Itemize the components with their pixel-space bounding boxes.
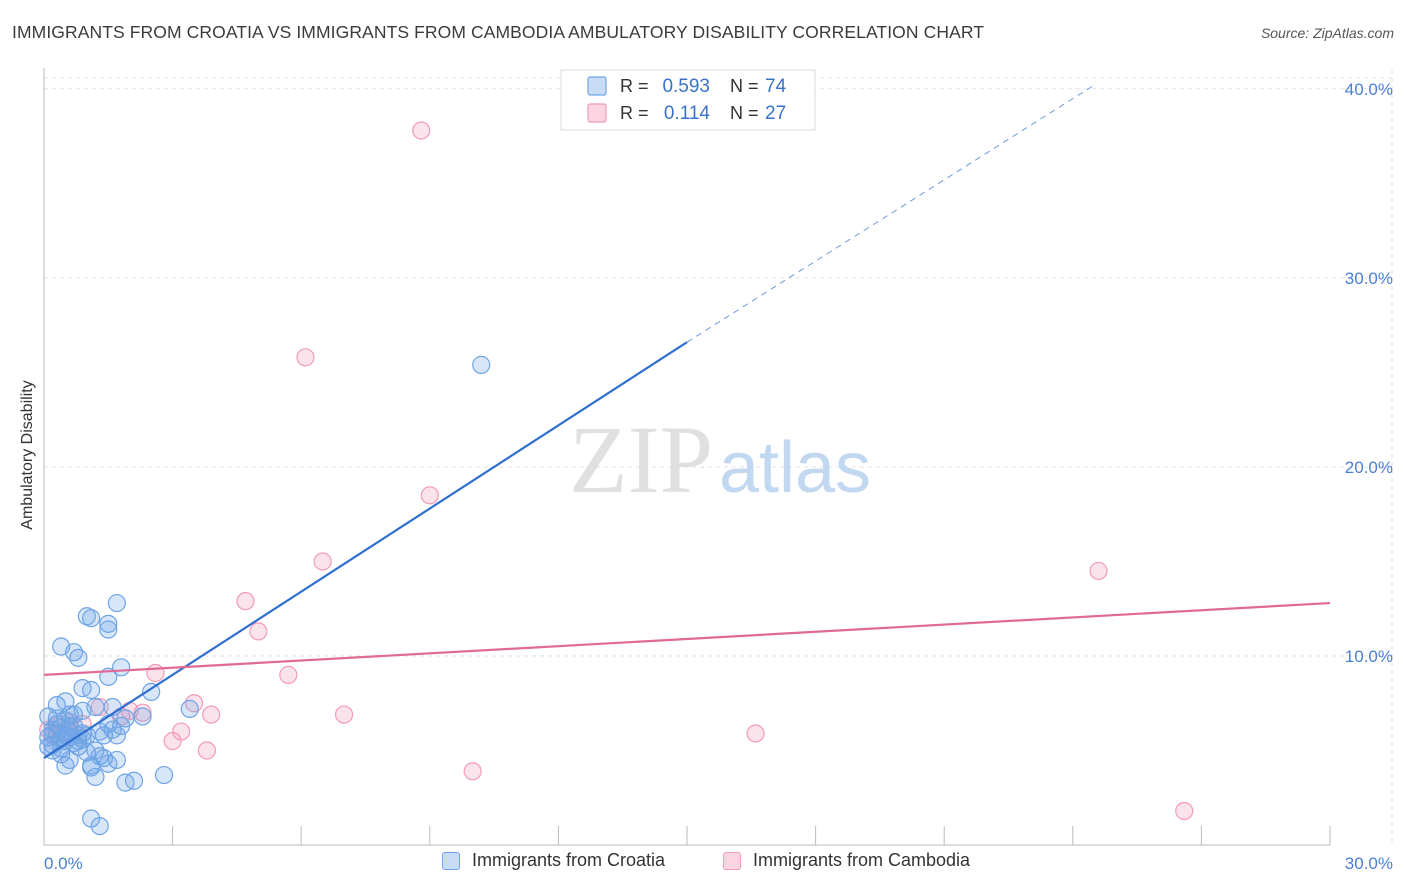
croatia-point-56 [107,750,126,770]
cambodia-point-17 [249,622,268,641]
legend-n-label-cambodia: N = [730,103,759,123]
source-label: Source: ZipAtlas.com [1260,25,1394,41]
cambodia-swatch [723,851,741,870]
tick-labels: 10.0% 20.0% 30.0% 40.0% 0.0% 30.0% [44,80,1393,873]
croatia-point-48 [99,620,118,639]
croatia-point-54 [56,756,75,775]
croatia-point-51 [116,773,135,792]
cambodia-point-21 [334,705,354,724]
croatia-point-46 [82,609,101,628]
croatia-point-49 [107,593,126,613]
cambodia-point-16 [236,592,255,611]
y-tick-label-2: 30.0% [1345,269,1393,288]
legend-swatch-cambodia [587,103,607,123]
cambodia-point-18 [279,665,298,684]
croatia-point-72 [94,726,114,745]
croatia-point-52 [154,765,174,785]
croatia-point-71 [52,730,71,749]
legend-swatch-croatia [587,76,607,96]
cambodia-point-12 [172,722,191,741]
legend-n-label-croatia: N = [730,76,759,96]
croatia-swatch [442,851,460,870]
watermark-atlas: atlas [719,428,871,508]
cambodia-point-10 [146,663,165,683]
legend-n-value-cambodia: 27 [765,103,786,124]
legend-r-label-croatia: R = [620,76,649,96]
x-tick-label-1: 30.0% [1345,854,1393,873]
croatia-point-30 [82,758,101,777]
axes [43,68,1331,846]
croatia-point-40 [112,658,131,677]
croatia-point-18 [64,705,84,724]
croatia-point-29 [86,767,105,787]
gridlines [44,70,1393,845]
croatia-point-66 [60,705,79,724]
trend-lines [43,84,1331,759]
cambodia-point-20 [313,552,332,571]
legend-r-label-cambodia: R = [620,103,649,123]
cambodia-point-23 [420,486,439,505]
cambodia-point-27 [1175,801,1194,821]
legend-box: R = 0.593 N = 74 R = 0.114 N = 27 [560,69,816,131]
legend-r-value-cambodia: 0.114 [664,103,711,124]
cambodia-point-6 [90,697,109,717]
legend-item-croatia: Immigrants from Croatia [442,850,665,871]
croatia-point-44 [52,637,71,656]
croatia-point-38 [82,680,101,700]
croatia-point-47 [99,614,118,633]
y-tick-label-3: 40.0% [1345,80,1393,99]
cambodia-trend-line [43,601,1331,676]
croatia-point-58 [86,697,105,717]
croatia-point-53 [180,699,199,719]
cambodia-point-22 [412,121,431,140]
croatia-point-73 [472,355,491,374]
legend-n-value-croatia: 74 [765,76,787,97]
watermark: ZIPatlas [569,406,871,513]
croatia-point-69 [90,816,109,836]
croatia-point-34 [107,726,126,745]
cambodia-point-15 [202,705,221,724]
bottom-legend: Immigrants from Croatia Immigrants from … [0,850,1406,880]
legend-label-cambodia: Immigrants from Cambodia [753,850,971,870]
watermark-zip: ZIP [569,406,713,513]
croatia-trend-line [43,341,688,759]
x-tick-label-0: 0.0% [44,854,83,873]
chart-title: IMMIGRANTS FROM CROATIA VS IMMIGRANTS FR… [12,22,985,42]
data-points [39,121,1194,836]
cambodia-point-19 [296,348,315,367]
y-tick-label-1: 20.0% [1345,458,1393,477]
legend-r-value-croatia: 0.593 [662,76,710,97]
croatia-point-41 [142,682,161,701]
cambodia-point-14 [197,741,216,760]
legend-label-croatia: Immigrants from Croatia [472,850,666,870]
cambodia-point-26 [1089,561,1108,581]
cambodia-point-24 [463,762,482,781]
y-tick-label-0: 10.0% [1345,647,1393,666]
watermark-text: ZIPatlas [569,406,871,513]
croatia-trend-extension [686,84,1095,343]
legend-item-cambodia: Immigrants from Cambodia [723,850,970,871]
croatia-point-57 [133,707,152,726]
croatia-point-16 [47,696,66,715]
cambodia-point-25 [746,724,765,743]
